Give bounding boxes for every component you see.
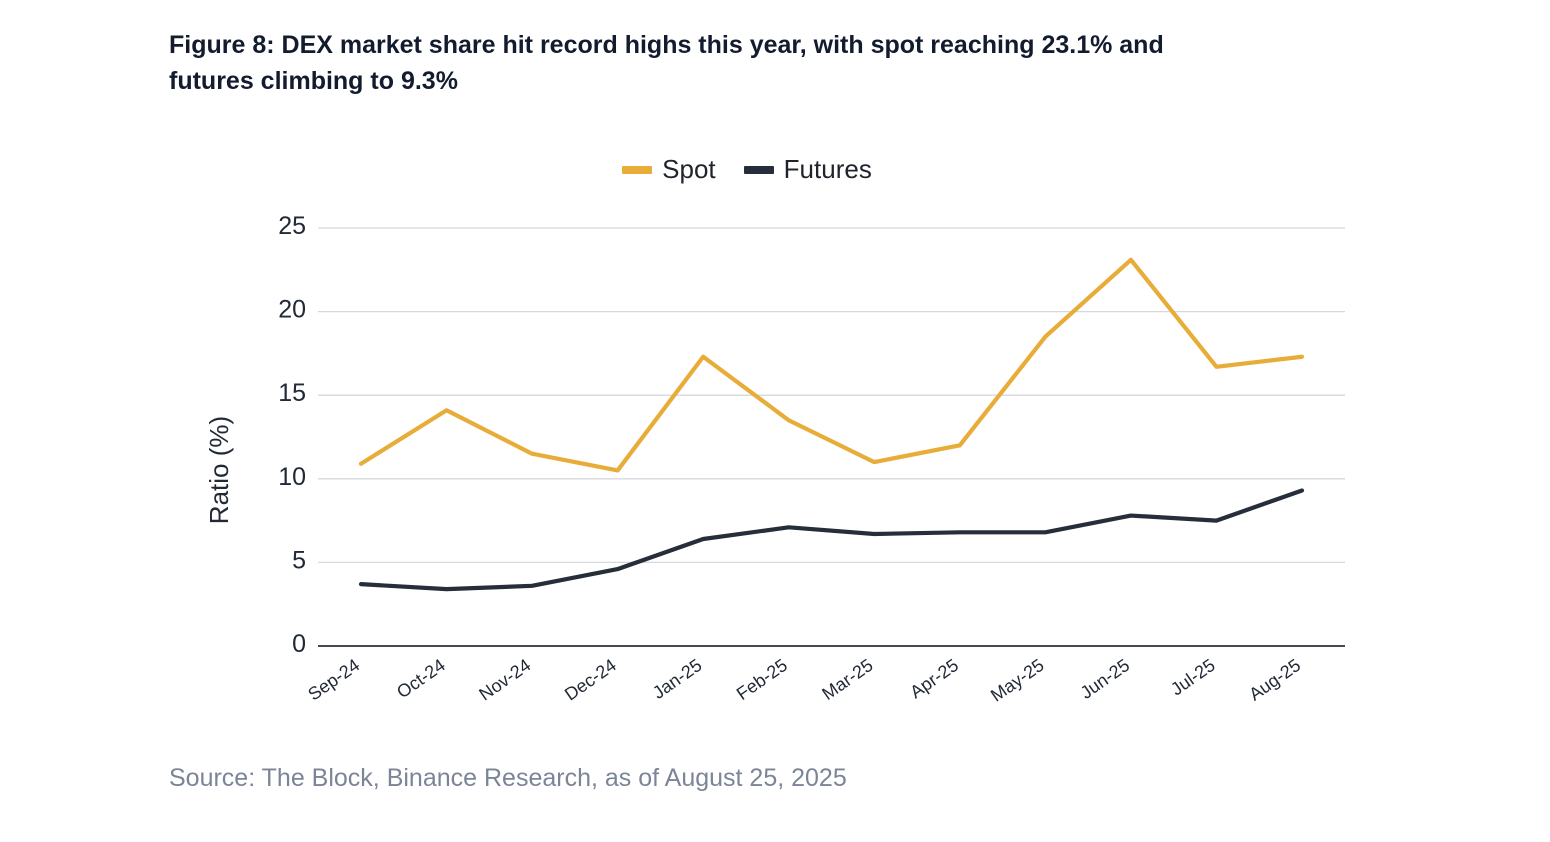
svg-text:0: 0 — [292, 630, 306, 658]
svg-text:10: 10 — [278, 463, 306, 491]
svg-text:15: 15 — [278, 379, 306, 407]
svg-text:Nov-24: Nov-24 — [475, 655, 534, 705]
svg-text:Dec-24: Dec-24 — [561, 655, 620, 705]
svg-text:May-25: May-25 — [987, 655, 1048, 706]
svg-text:25: 25 — [278, 212, 306, 240]
svg-text:Sep-24: Sep-24 — [304, 655, 363, 705]
svg-text:5: 5 — [292, 546, 306, 574]
svg-text:Oct-24: Oct-24 — [393, 655, 449, 702]
svg-text:Jun-25: Jun-25 — [1077, 655, 1134, 703]
svg-text:Ratio (%): Ratio (%) — [204, 416, 234, 524]
svg-text:Feb-25: Feb-25 — [733, 655, 791, 704]
svg-text:Mar-25: Mar-25 — [818, 655, 876, 704]
svg-text:Jan-25: Jan-25 — [649, 655, 706, 703]
svg-text:20: 20 — [278, 296, 306, 324]
svg-text:Jul-25: Jul-25 — [1167, 655, 1219, 700]
svg-text:Aug-25: Aug-25 — [1245, 655, 1304, 705]
svg-text:Apr-25: Apr-25 — [906, 655, 962, 702]
